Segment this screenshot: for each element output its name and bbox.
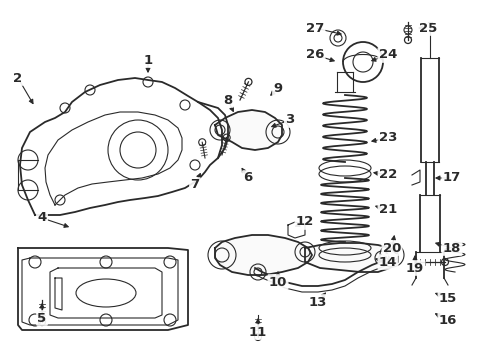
- Text: 1: 1: [143, 54, 152, 67]
- Text: 4: 4: [37, 211, 46, 225]
- Text: 15: 15: [438, 292, 456, 305]
- Text: 12: 12: [295, 216, 313, 229]
- Text: 3: 3: [285, 113, 294, 126]
- Text: 7: 7: [190, 179, 199, 192]
- Text: 26: 26: [305, 49, 324, 62]
- Text: 27: 27: [305, 22, 324, 35]
- Text: 23: 23: [378, 131, 396, 144]
- Text: 25: 25: [418, 22, 436, 35]
- Text: 18: 18: [442, 242, 460, 255]
- Text: 11: 11: [248, 325, 266, 338]
- Text: 22: 22: [378, 168, 396, 181]
- Text: 14: 14: [378, 256, 396, 269]
- Text: 21: 21: [378, 203, 396, 216]
- Text: 5: 5: [38, 311, 46, 324]
- Text: 2: 2: [13, 72, 22, 85]
- Text: 16: 16: [438, 314, 456, 327]
- Text: 17: 17: [442, 171, 460, 184]
- Text: 10: 10: [268, 275, 286, 288]
- Text: 9: 9: [273, 81, 282, 94]
- Text: 24: 24: [378, 49, 396, 62]
- Text: 13: 13: [308, 296, 326, 309]
- Text: 19: 19: [405, 261, 423, 274]
- Text: 6: 6: [243, 171, 252, 184]
- Text: 20: 20: [382, 242, 400, 255]
- Text: 8: 8: [223, 94, 232, 107]
